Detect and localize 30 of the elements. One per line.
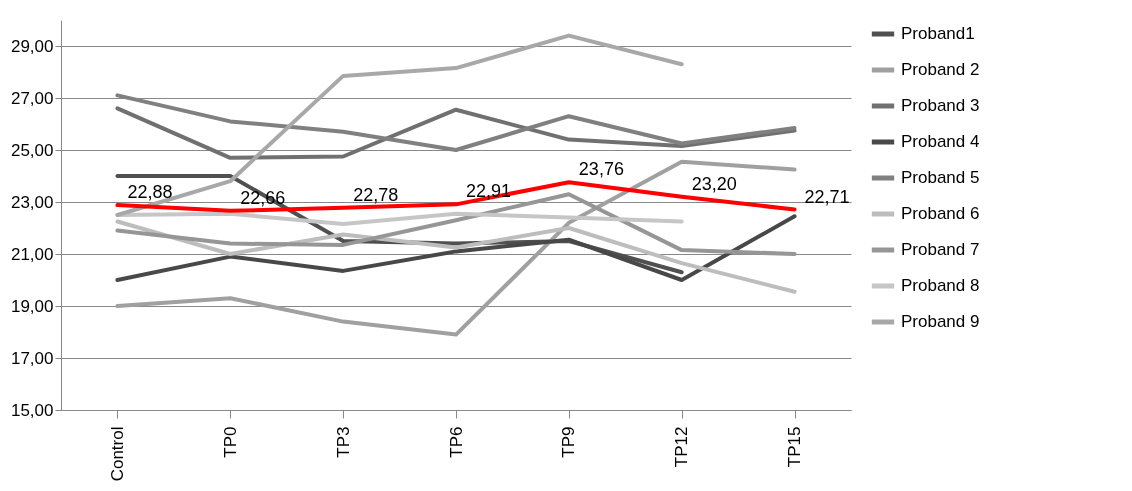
legend-label: Proband 7 bbox=[901, 240, 980, 259]
x-tick-label: TP12 bbox=[672, 426, 692, 468]
legend-label: Proband 3 bbox=[901, 96, 980, 115]
y-tick-label: 21,00 bbox=[10, 244, 54, 264]
data-label: 22,88 bbox=[127, 182, 173, 203]
x-tick-label: TP6 bbox=[446, 426, 466, 458]
x-tick-label: TP3 bbox=[333, 426, 353, 458]
data-label: 23,76 bbox=[578, 159, 624, 180]
y-tick-label: 25,00 bbox=[10, 140, 54, 160]
x-tick-label: TP9 bbox=[559, 426, 579, 458]
y-tick-label: 19,00 bbox=[10, 296, 54, 316]
x-tick-label: Control bbox=[107, 426, 127, 482]
data-label: 22,78 bbox=[353, 184, 399, 205]
legend-label: Proband 6 bbox=[901, 204, 980, 223]
legend-label: Proband 2 bbox=[901, 60, 980, 79]
legend-label: Proband 9 bbox=[901, 312, 980, 331]
legend-label: Proband 5 bbox=[901, 168, 980, 187]
legend-label: Proband 4 bbox=[901, 132, 980, 151]
x-tick-label: TP0 bbox=[220, 426, 240, 458]
legend-label: Proband 8 bbox=[901, 276, 980, 295]
y-tick-label: 29,00 bbox=[10, 36, 54, 56]
y-tick-label: 15,00 bbox=[10, 400, 54, 420]
data-label: 22,71 bbox=[804, 186, 850, 207]
x-tick-label: TP15 bbox=[785, 426, 805, 468]
y-tick-label: 17,00 bbox=[10, 348, 54, 368]
data-label: 22,91 bbox=[466, 181, 512, 202]
legend-label: Proband1 bbox=[901, 24, 975, 43]
data-label: 23,20 bbox=[691, 173, 737, 194]
y-tick-label: 23,00 bbox=[10, 192, 54, 212]
y-tick-label: 27,00 bbox=[10, 88, 54, 108]
